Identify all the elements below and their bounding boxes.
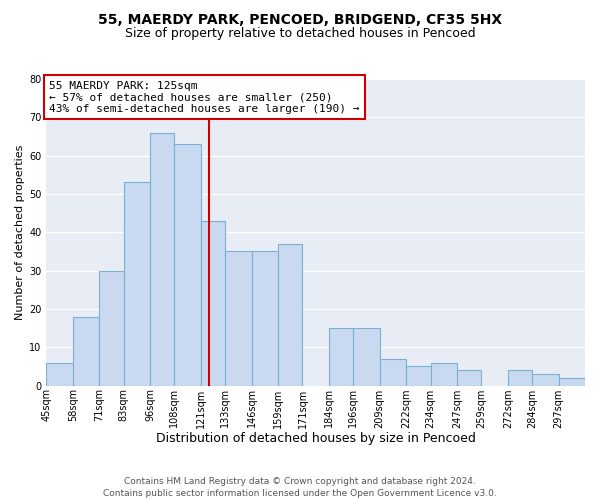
X-axis label: Distribution of detached houses by size in Pencoed: Distribution of detached houses by size … xyxy=(156,432,476,445)
Text: Contains HM Land Registry data © Crown copyright and database right 2024.: Contains HM Land Registry data © Crown c… xyxy=(124,478,476,486)
Bar xyxy=(508,370,532,386)
Text: 55, MAERDY PARK, PENCOED, BRIDGEND, CF35 5HX: 55, MAERDY PARK, PENCOED, BRIDGEND, CF35… xyxy=(98,12,502,26)
Text: Contains public sector information licensed under the Open Government Licence v3: Contains public sector information licen… xyxy=(103,489,497,498)
Bar xyxy=(457,370,481,386)
Bar xyxy=(251,252,278,386)
Bar xyxy=(150,132,175,386)
Y-axis label: Number of detached properties: Number of detached properties xyxy=(15,144,25,320)
Text: Size of property relative to detached houses in Pencoed: Size of property relative to detached ho… xyxy=(125,28,475,40)
Bar xyxy=(99,270,124,386)
Bar xyxy=(175,144,201,386)
Bar xyxy=(406,366,431,386)
Bar xyxy=(329,328,353,386)
Bar xyxy=(532,374,559,386)
Bar xyxy=(559,378,585,386)
Bar xyxy=(225,252,251,386)
Bar xyxy=(73,316,99,386)
Text: 55 MAERDY PARK: 125sqm
← 57% of detached houses are smaller (250)
43% of semi-de: 55 MAERDY PARK: 125sqm ← 57% of detached… xyxy=(49,80,359,114)
Bar xyxy=(380,358,406,386)
Bar xyxy=(353,328,380,386)
Bar xyxy=(278,244,302,386)
Bar xyxy=(201,221,225,386)
Bar xyxy=(46,362,73,386)
Bar xyxy=(124,182,150,386)
Bar xyxy=(431,362,457,386)
